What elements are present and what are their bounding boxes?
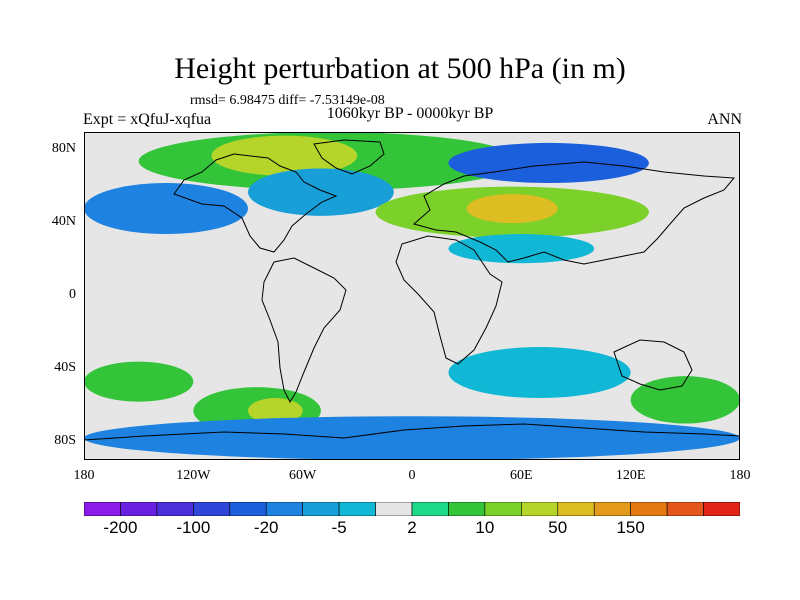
map-panel [84,132,740,460]
coast-north-america [173,153,338,253]
coast-greenland [313,139,385,175]
coast-eurasia [412,161,736,265]
region-greenland-max [211,135,358,176]
colorbar-cell [448,502,486,516]
colorbar-cell [156,502,194,516]
lon-label: 120E [615,468,646,483]
colorbar-label: -100 [176,518,211,537]
colorbar-cell [484,502,522,516]
map-border [84,132,740,460]
colorbar-cell [375,502,413,516]
colorbar-cell [84,502,121,516]
colorbar-cell [193,502,231,516]
region-south-indian-negative [448,347,631,399]
region-east-pacific-positive [84,361,194,402]
colorbar-cell [703,502,740,516]
period-label: 1060kyr BP - 0000kyr BP [326,105,494,122]
experiment-label: Expt = xQfuJ-xqfua [83,111,212,128]
colorbar-cell [593,502,631,516]
colorbar-cell [666,502,704,516]
colorbar-label: 10 [475,518,495,537]
colorbar-cell [265,502,303,516]
colorbar-label: -200 [103,518,138,537]
colorbar [84,502,740,516]
coast-south-america [261,257,347,404]
colorbar-cell [229,502,267,516]
lon-label: 120W [176,468,211,483]
lon-label: 180 [729,468,751,483]
lon-label: 180 [73,468,95,483]
region-siberia-negative [448,142,649,184]
region-tasman-positive [630,376,740,424]
colorbar-cell [521,502,559,516]
colorbar-cell [557,502,595,516]
lat-label: 40N [51,214,76,230]
coast-antarctica [84,423,740,441]
region-eurasia-max [466,193,558,224]
colorbar-label: -20 [253,518,279,537]
colorbar-cell [630,502,668,516]
colorbar-label: 150 [616,518,645,537]
region-south-asia-negative [448,234,595,264]
coastlines [84,139,740,441]
lon-label: 0 [408,468,416,483]
colorbar-cell [120,502,158,516]
lon-label: 60W [289,468,317,483]
colorbar-cell [338,502,376,516]
colorbar-cell [302,502,340,516]
region-south-pacific-max [248,398,303,424]
colorbar-label: 2 [407,518,417,537]
lat-label: 80S [54,432,76,448]
lat-label: 80N [51,141,76,157]
region-north-pacific-negative [84,183,248,235]
colorbar-cell [411,502,449,516]
coast-australia [613,339,693,391]
colorbar-label: 50 [548,518,568,537]
region-southern-ocean-negative [84,416,740,460]
season-label: ANN [707,111,742,128]
coast-africa [395,235,503,365]
lat-label: 0 [69,287,76,302]
stats-line: rmsd= 6.98475 diff= -7.53149e-08 [190,93,385,108]
page-title: Height perturbation at 500 hPa (in m) [174,52,626,85]
colorbar-label: -5 [331,518,347,537]
lat-label: 40S [54,359,76,375]
region-north-atlantic-negative [248,168,394,216]
lon-label: 60E [510,468,533,483]
